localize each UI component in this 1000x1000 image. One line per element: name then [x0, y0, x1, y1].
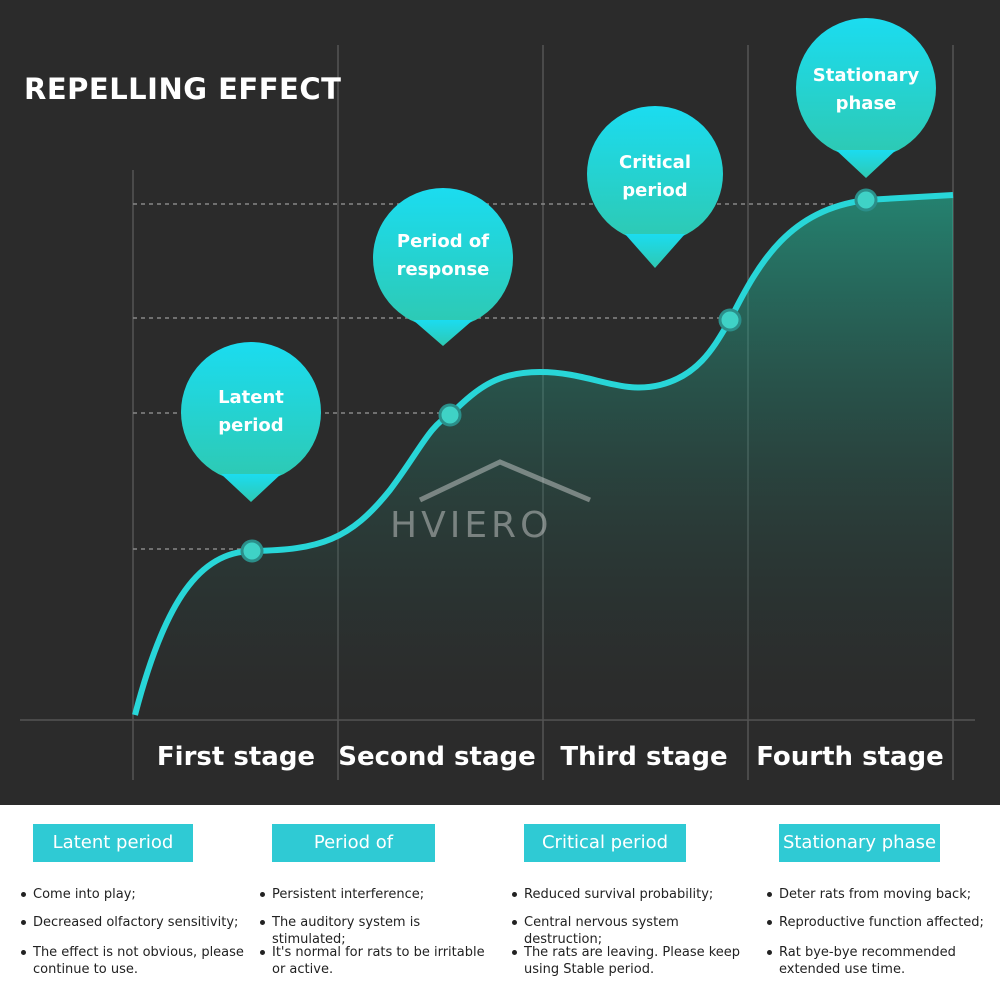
chart-panel: REPELLING EFFECT HVIERO Latent period Pe… — [0, 0, 1000, 805]
curve-area — [135, 195, 953, 720]
card-item: Rat bye-bye recommended extended use tim… — [767, 944, 999, 978]
curve-graphic — [20, 18, 975, 780]
card-item: The effect is not obvious, please contin… — [21, 944, 253, 978]
curve-points — [240, 188, 878, 563]
card-heading: Latent period — [33, 824, 193, 862]
card-item: Decreased olfactory sensitivity; — [21, 914, 253, 931]
stage-label: Second stage — [338, 742, 536, 772]
card-heading: Period of response — [272, 824, 435, 891]
title: REPELLING EFFECT — [24, 72, 342, 106]
card-item: Central nervous system destruction; — [512, 914, 744, 948]
card-heading: Critical period — [524, 824, 686, 862]
stage-label: First stage — [156, 742, 316, 772]
stage-label: Third stage — [560, 742, 728, 772]
card-item: Deter rats from moving back; — [767, 886, 999, 903]
bubbles — [181, 18, 936, 502]
card-heading: Stationary phase — [779, 824, 940, 862]
card-item: Come into play; — [21, 886, 253, 903]
card-item: It's normal for rats to be irritable or … — [260, 944, 492, 978]
watermark: HVIERO — [390, 505, 553, 546]
bubble-label: Critical period — [618, 152, 692, 201]
card-item: Persistent interference; — [260, 886, 492, 903]
card-item: Reduced survival probability; — [512, 886, 744, 903]
bubble-label: Stationary phase — [812, 65, 920, 114]
bubble-label: Latent period — [218, 387, 284, 436]
bubble-label: Period of response — [396, 231, 490, 280]
card-item: The auditory system is stimulated; — [260, 914, 492, 948]
stage-label: Fourth stage — [756, 742, 944, 772]
card-item: The rats are leaving. Please keep using … — [512, 944, 744, 978]
card-item: Reproductive function affected; — [767, 914, 999, 931]
watermark-roof — [418, 459, 591, 503]
